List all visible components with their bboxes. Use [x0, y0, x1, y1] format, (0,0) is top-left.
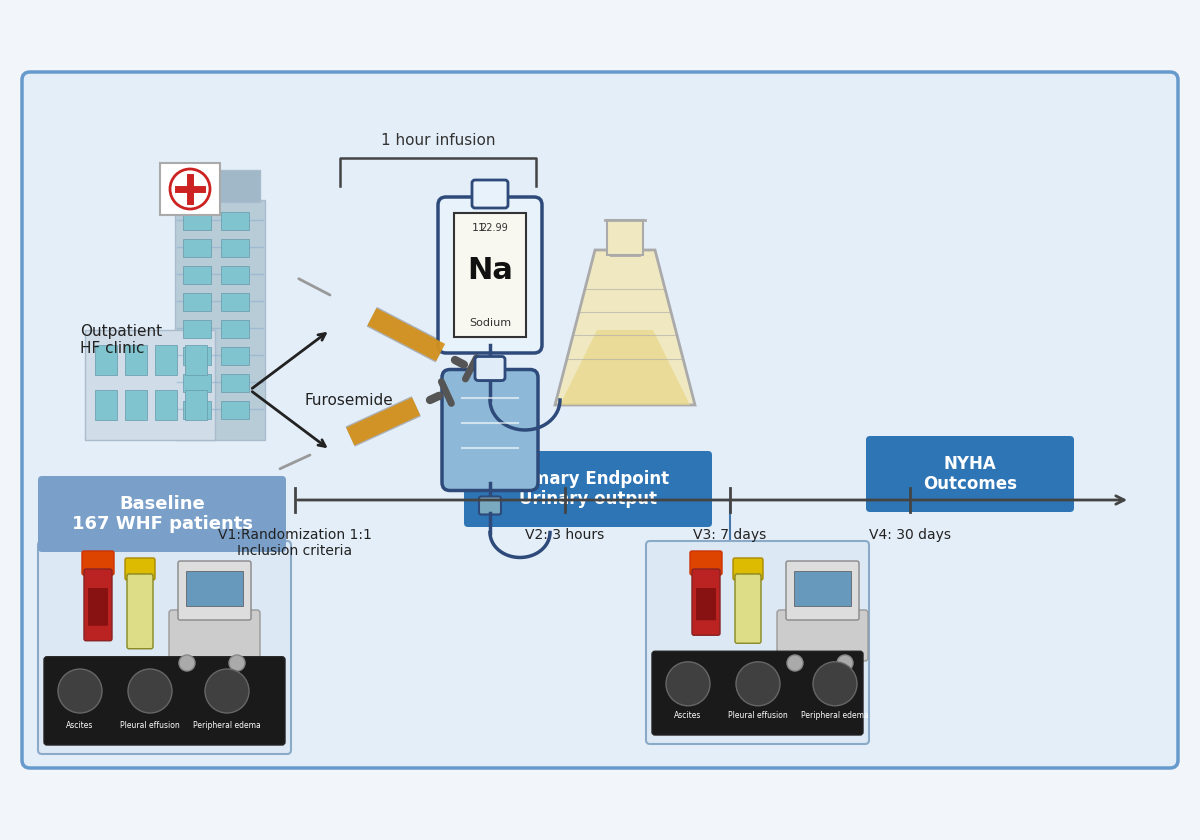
Circle shape [736, 662, 780, 706]
FancyBboxPatch shape [82, 551, 114, 575]
FancyBboxPatch shape [182, 374, 211, 392]
FancyBboxPatch shape [182, 212, 211, 230]
Text: Pleural effusion: Pleural effusion [728, 711, 788, 720]
FancyBboxPatch shape [155, 390, 178, 420]
FancyBboxPatch shape [607, 220, 643, 255]
FancyBboxPatch shape [690, 551, 722, 575]
FancyBboxPatch shape [125, 558, 155, 580]
FancyBboxPatch shape [221, 266, 250, 284]
FancyBboxPatch shape [38, 541, 292, 754]
Circle shape [229, 655, 245, 671]
Text: Furosemide: Furosemide [305, 392, 394, 407]
FancyBboxPatch shape [127, 574, 154, 648]
Text: Sodium: Sodium [469, 318, 511, 328]
FancyBboxPatch shape [221, 374, 250, 392]
FancyBboxPatch shape [84, 569, 112, 641]
Text: V3: 7 days: V3: 7 days [694, 528, 767, 542]
FancyBboxPatch shape [221, 239, 250, 257]
FancyBboxPatch shape [175, 200, 265, 440]
FancyBboxPatch shape [464, 451, 712, 527]
Text: Na: Na [467, 255, 512, 285]
FancyBboxPatch shape [652, 651, 863, 735]
Text: V1:Randomization 1:1
Inclusion criteria: V1:Randomization 1:1 Inclusion criteria [218, 528, 372, 559]
FancyBboxPatch shape [182, 239, 211, 257]
Circle shape [205, 669, 250, 713]
Polygon shape [554, 250, 695, 405]
Text: 22.99: 22.99 [480, 223, 508, 233]
FancyBboxPatch shape [221, 401, 250, 419]
Text: Peripheral edema: Peripheral edema [802, 711, 869, 720]
FancyBboxPatch shape [438, 197, 542, 353]
Text: NYHA
Outcomes: NYHA Outcomes [923, 454, 1018, 493]
FancyBboxPatch shape [88, 588, 108, 626]
FancyBboxPatch shape [221, 320, 250, 338]
FancyBboxPatch shape [182, 347, 211, 365]
FancyBboxPatch shape [696, 588, 716, 620]
Text: Ascites: Ascites [674, 711, 702, 720]
FancyBboxPatch shape [44, 657, 286, 745]
Text: Primary Endpoint
Urinary output: Primary Endpoint Urinary output [506, 470, 670, 508]
FancyBboxPatch shape [794, 571, 851, 606]
Circle shape [179, 655, 194, 671]
FancyBboxPatch shape [475, 356, 505, 381]
FancyBboxPatch shape [178, 561, 251, 620]
FancyBboxPatch shape [185, 390, 208, 420]
Text: Outpatient
HF clinic: Outpatient HF clinic [80, 323, 162, 356]
Text: 11: 11 [472, 223, 486, 233]
FancyBboxPatch shape [160, 163, 220, 215]
Text: V2: 3 hours: V2: 3 hours [526, 528, 605, 542]
FancyBboxPatch shape [692, 569, 720, 635]
Text: 1 hour infusion: 1 hour infusion [380, 133, 496, 148]
FancyBboxPatch shape [182, 266, 211, 284]
FancyBboxPatch shape [733, 558, 763, 580]
FancyBboxPatch shape [125, 345, 148, 375]
FancyBboxPatch shape [866, 436, 1074, 512]
Circle shape [170, 169, 210, 209]
FancyBboxPatch shape [182, 401, 211, 419]
FancyBboxPatch shape [169, 610, 260, 661]
Polygon shape [560, 330, 690, 405]
FancyBboxPatch shape [38, 476, 286, 552]
FancyBboxPatch shape [182, 320, 211, 338]
Circle shape [666, 662, 710, 706]
FancyBboxPatch shape [646, 541, 869, 744]
FancyBboxPatch shape [95, 390, 118, 420]
FancyBboxPatch shape [442, 370, 538, 491]
FancyBboxPatch shape [22, 72, 1178, 768]
FancyBboxPatch shape [786, 561, 859, 620]
Text: Baseline
167 WHF patients: Baseline 167 WHF patients [72, 495, 252, 533]
FancyBboxPatch shape [182, 293, 211, 311]
FancyBboxPatch shape [125, 390, 148, 420]
Text: V4: 30 days: V4: 30 days [869, 528, 952, 542]
FancyBboxPatch shape [778, 610, 868, 661]
Text: Peripheral edema: Peripheral edema [193, 721, 260, 730]
FancyBboxPatch shape [221, 293, 250, 311]
Circle shape [128, 669, 172, 713]
FancyBboxPatch shape [186, 571, 242, 606]
FancyBboxPatch shape [221, 347, 250, 365]
Circle shape [838, 655, 853, 671]
FancyBboxPatch shape [221, 212, 250, 230]
Circle shape [814, 662, 857, 706]
FancyBboxPatch shape [185, 345, 208, 375]
Circle shape [787, 655, 803, 671]
FancyBboxPatch shape [180, 170, 260, 202]
Text: Ascites: Ascites [66, 721, 94, 730]
FancyBboxPatch shape [95, 345, 118, 375]
Text: Pleural effusion: Pleural effusion [120, 721, 180, 730]
Circle shape [58, 669, 102, 713]
FancyBboxPatch shape [479, 496, 502, 514]
FancyBboxPatch shape [155, 345, 178, 375]
FancyBboxPatch shape [478, 361, 502, 381]
FancyBboxPatch shape [734, 574, 761, 643]
FancyBboxPatch shape [472, 180, 508, 208]
FancyBboxPatch shape [454, 213, 526, 337]
FancyBboxPatch shape [85, 330, 215, 440]
